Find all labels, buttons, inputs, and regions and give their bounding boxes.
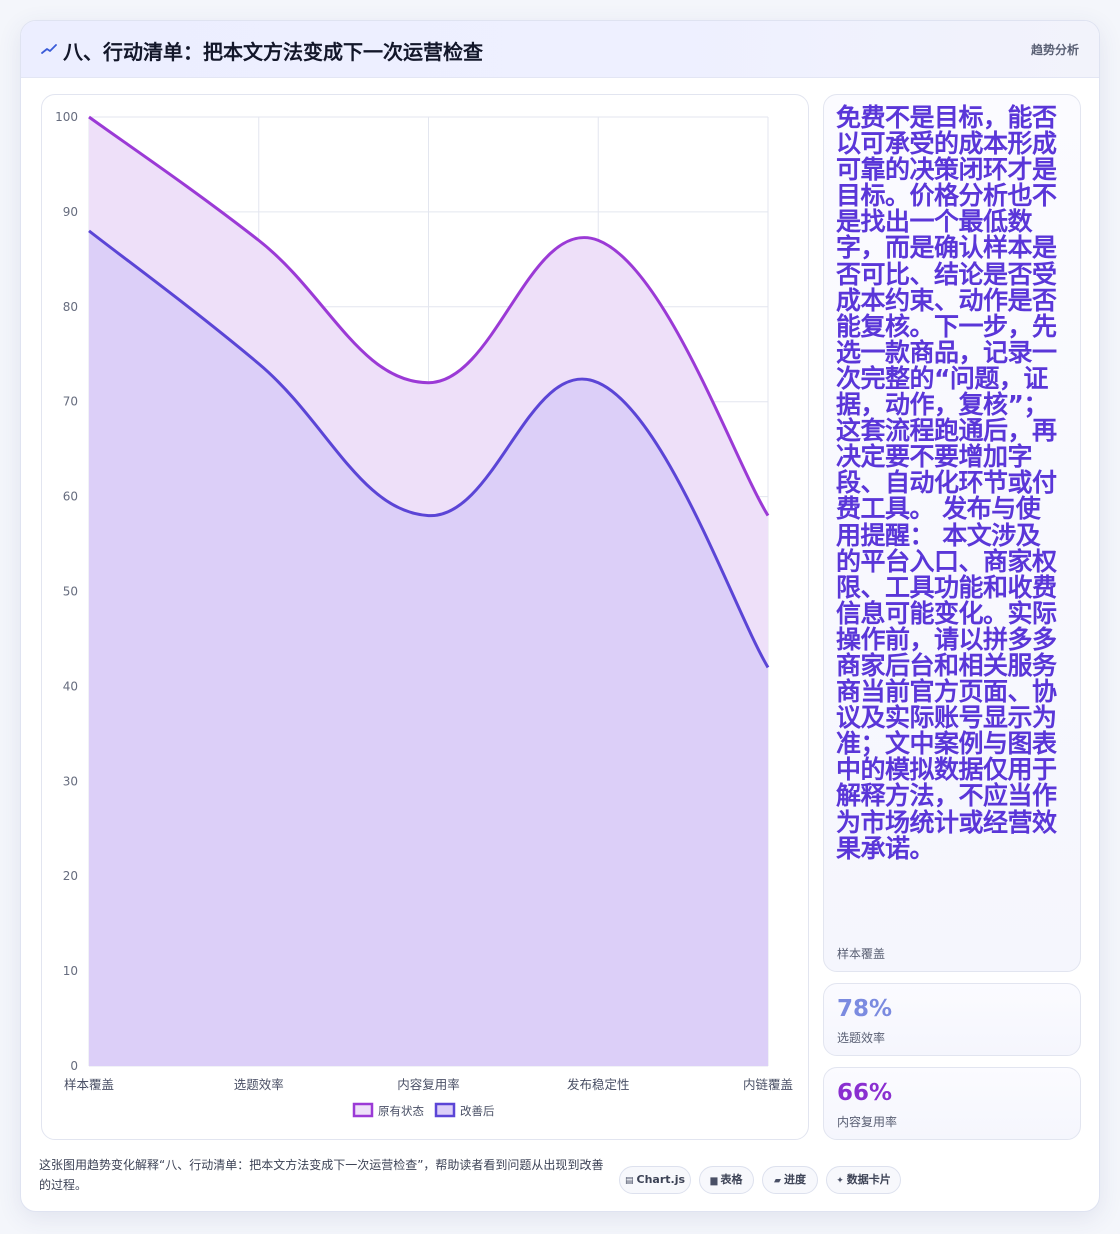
sparkle-icon: ✦ — [836, 1176, 844, 1186]
y-tick-label: 50 — [63, 585, 78, 599]
series-line-0[interactable] — [88, 115, 770, 517]
x-tick-label: 样本覆盖 — [64, 1077, 114, 1092]
legend-swatch[interactable] — [434, 1102, 456, 1118]
legend-swatch[interactable] — [352, 1102, 374, 1118]
chip-label: 表格 — [720, 1173, 743, 1186]
chip-chartjs[interactable]: ▤ Chart.js — [619, 1166, 691, 1194]
y-tick-label: 70 — [63, 395, 78, 409]
legend-label[interactable]: 原有状态 — [378, 1104, 424, 1118]
summary-text: 免费不是目标，能否以可承受的成本形成可靠的决策闭环才是目标。价格分析也不是找出一… — [836, 103, 1057, 863]
stat-label: 内容复用率 — [837, 1115, 898, 1129]
chart-caption: 这张图用趋势变化解释“八、行动清单：把本文方法变成下一次运营检查”，帮助读者看到… — [39, 1158, 604, 1192]
chip-table[interactable]: ▆ 表格 — [699, 1166, 754, 1194]
x-tick-label: 内链覆盖 — [743, 1077, 793, 1092]
y-tick-label: 10 — [63, 964, 78, 978]
article-card: 八、行动清单：把本文方法变成下一次运营检查 趋势分析 0 10 20 30 40 50 60… — [20, 20, 1100, 1212]
y-tick-label: 40 — [63, 679, 78, 693]
area-chart: 0 10 20 30 40 50 60 70 80 90 100 样本覆盖 选题效率 内容复用率 发布稳定性… — [55, 110, 793, 1118]
chart-panel: 0 10 20 30 40 50 60 70 80 90 100 样本覆盖 选题效率 内容复用率 发布稳定性… — [41, 94, 809, 1140]
grid-icon: ▆ — [710, 1176, 718, 1186]
stat-value: 78% — [837, 996, 893, 1022]
y-tick-label: 60 — [63, 490, 78, 504]
x-tick-label: 内容复用率 — [397, 1077, 460, 1092]
y-tick-label: 100 — [55, 110, 78, 124]
y-tick-label: 20 — [63, 869, 78, 883]
y-tick-label: 90 — [63, 205, 78, 219]
chip-label: 数据卡片 — [846, 1173, 891, 1186]
table-icon: ▤ — [624, 1176, 634, 1186]
series-area-1 — [89, 230, 768, 1066]
y-tick-label: 0 — [70, 1059, 78, 1073]
card-header: 八、行动清单：把本文方法变成下一次运营检查 趋势分析 — [21, 21, 1099, 78]
legend-label[interactable]: 改善后 — [460, 1104, 495, 1118]
stat-label: 选题效率 — [837, 1031, 886, 1045]
stat-card-efficiency: 78% 选题效率 — [823, 983, 1081, 1056]
stat-value: 66% — [837, 1080, 893, 1106]
page-title: 八、行动清单：把本文方法变成下一次运营检查 — [63, 40, 483, 64]
chip-progress[interactable]: ▰ 进度 — [762, 1166, 818, 1194]
chip-label: Chart.js — [636, 1173, 686, 1186]
series-line-1[interactable] — [88, 229, 770, 669]
chip-label: 进度 — [783, 1173, 806, 1186]
x-tick-label: 发布稳定性 — [567, 1077, 630, 1092]
summary-label: 样本覆盖 — [837, 947, 886, 961]
section-tag: 趋势分析 — [1030, 43, 1079, 57]
stat-card-reuse: 66% 内容复用率 — [823, 1067, 1081, 1140]
y-tick-label: 80 — [63, 300, 78, 314]
trend-icon — [41, 44, 57, 54]
chip-data-card[interactable]: ✦ 数据卡片 — [826, 1166, 901, 1194]
progress-icon: ▰ — [774, 1176, 781, 1186]
y-tick-label: 30 — [63, 774, 78, 788]
summary-card: 免费不是目标，能否以可承受的成本形成可靠的决策闭环才是目标。价格分析也不是找出一… — [823, 94, 1081, 972]
x-tick-label: 选题效率 — [234, 1077, 284, 1092]
